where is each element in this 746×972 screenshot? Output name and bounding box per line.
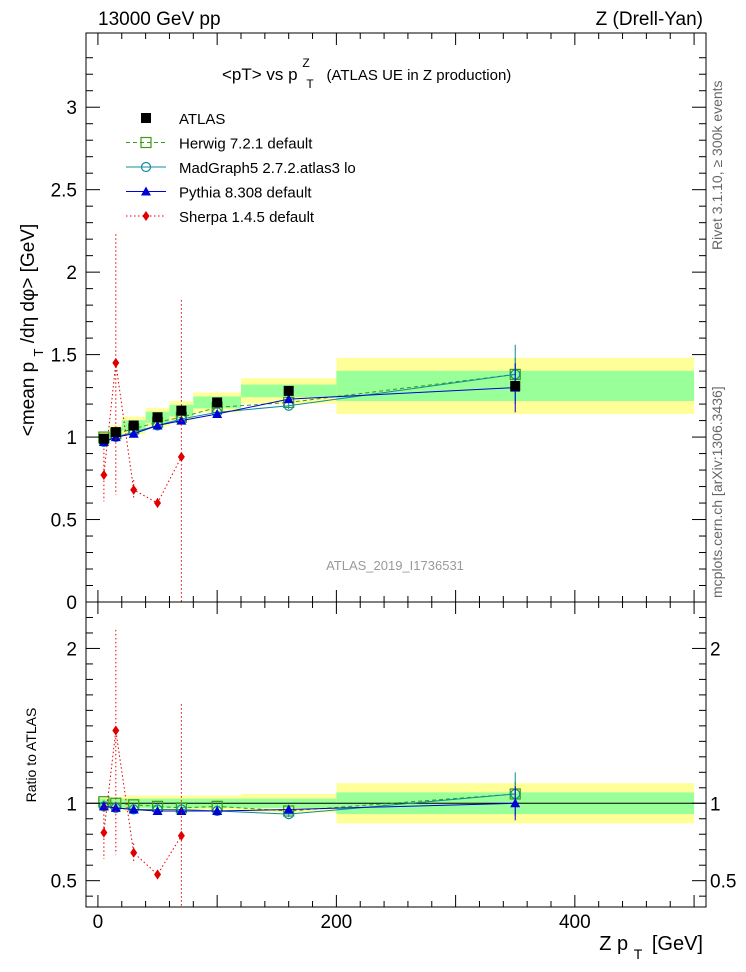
marker-filled-diamond bbox=[100, 827, 108, 838]
marker-filled-diamond bbox=[177, 451, 185, 462]
y-tick-label: 1 bbox=[66, 428, 77, 449]
ratio-frame bbox=[85, 601, 707, 908]
marker-filled-triangle bbox=[128, 804, 139, 814]
marker-filled-triangle bbox=[152, 420, 163, 430]
marker-filled-square bbox=[141, 113, 151, 123]
series-layer bbox=[98, 234, 521, 907]
axis-ticks: 0 200 400 0 0.5 1 1.5 2 2.5 3 0.5 0.5 1 1 2 2 bbox=[51, 33, 736, 933]
marker-filled-square bbox=[510, 380, 521, 391]
marker-filled-square bbox=[283, 385, 294, 396]
title-sub: T bbox=[306, 77, 314, 91]
ratio-tick-label-right: 0.5 bbox=[710, 872, 736, 893]
y-tick-label: 1.5 bbox=[51, 346, 77, 367]
header-right: Z (Drell-Yan) bbox=[596, 9, 703, 30]
marker-filled-square bbox=[128, 420, 139, 431]
legend-entry: Pythia 8.308 default bbox=[126, 185, 312, 202]
x-tick-label: 200 bbox=[321, 912, 353, 933]
legend-entry: ATLAS bbox=[141, 111, 225, 128]
marker-filled-triangle bbox=[176, 415, 187, 425]
marker-filled-diamond bbox=[142, 211, 150, 221]
chart-title: <pT> vs p Z T (ATLAS UE in Z production) bbox=[222, 52, 511, 92]
y-tick-label: 0.5 bbox=[51, 511, 77, 532]
marker-filled-diamond bbox=[112, 725, 120, 736]
marker-filled-square bbox=[98, 433, 109, 444]
ratio-tick-label-right: 2 bbox=[710, 639, 721, 660]
marker-filled-triangle bbox=[283, 394, 294, 404]
xlabel-main: Z p bbox=[599, 933, 628, 955]
marker-filled-triangle bbox=[152, 806, 163, 816]
legend-entry: MadGraph5 2.7.2.atlas3 lo bbox=[126, 160, 356, 177]
legend: ATLAS Herwig 7.2.1 default MadGraph5 2.7.2… bbox=[126, 111, 356, 226]
series-3 bbox=[100, 234, 185, 907]
marker-open-square bbox=[140, 136, 152, 149]
series-2 bbox=[98, 362, 521, 821]
y-axis-label: <mean p T /dη dφ> [GeV] bbox=[18, 224, 48, 437]
ratio-tick-label: 1 bbox=[66, 794, 77, 815]
marker-filled-diamond bbox=[130, 484, 138, 495]
legend-label: Pythia 8.308 default bbox=[179, 185, 312, 202]
header-left: 13000 GeV pp bbox=[98, 9, 221, 30]
marker-filled-triangle bbox=[128, 428, 139, 438]
x-tick-label: 0 bbox=[93, 912, 104, 933]
legend-label: MadGraph5 2.7.2.atlas3 lo bbox=[179, 160, 356, 177]
legend-label: ATLAS bbox=[179, 111, 225, 128]
marker-open-circle bbox=[140, 161, 152, 173]
data-points bbox=[98, 380, 521, 444]
xlabel-unit: [GeV] bbox=[652, 933, 703, 955]
series-line-ratio bbox=[103, 730, 182, 876]
ratio-tick-label: 0.5 bbox=[51, 872, 77, 893]
marker-filled-triangle bbox=[283, 804, 294, 814]
x-axis-label: Z p T [GeV] bbox=[599, 933, 703, 964]
legend-entry: Sherpa 1.4.5 default bbox=[126, 209, 315, 226]
marker-filled-triangle bbox=[176, 806, 187, 816]
ylabel-rest: /dη dφ> [GeV] bbox=[18, 224, 39, 344]
marker-filled-triangle bbox=[110, 802, 121, 812]
marker-filled-diamond bbox=[177, 830, 185, 841]
marker-filled-diamond bbox=[154, 869, 162, 880]
legend-label: Sherpa 1.4.5 default bbox=[179, 209, 315, 226]
marker-filled-diamond bbox=[154, 498, 162, 509]
title-sup: Z bbox=[302, 56, 309, 70]
analysis-label: ATLAS_2019_I1736531 bbox=[326, 558, 464, 573]
legend-label: Herwig 7.2.1 default bbox=[179, 136, 313, 153]
y-tick-label: 2.5 bbox=[51, 181, 77, 202]
marker-filled-square bbox=[212, 397, 223, 408]
mcplots-label: mcplots.cern.ch [arXiv:1306.3436] bbox=[709, 386, 725, 598]
y-tick-label: 0 bbox=[66, 593, 77, 614]
title-rest: (ATLAS UE in Z production) bbox=[327, 67, 512, 84]
series-line-ratio bbox=[103, 793, 516, 812]
ylabel-sub: T bbox=[31, 349, 46, 357]
legend-entry: Herwig 7.2.1 default bbox=[126, 136, 313, 153]
series-line-ratio bbox=[103, 802, 516, 812]
ratio-axis-label: Ratio to ATLAS bbox=[23, 708, 39, 803]
marker-filled-diamond bbox=[130, 847, 138, 858]
marker-filled-diamond bbox=[100, 470, 108, 481]
y-tick-label: 2 bbox=[66, 263, 77, 284]
y-tick-label: 3 bbox=[66, 98, 77, 119]
marker-filled-square bbox=[176, 405, 187, 416]
title-main: <pT> vs p bbox=[222, 65, 298, 84]
marker-filled-triangle bbox=[141, 186, 151, 196]
marker-filled-triangle bbox=[510, 798, 521, 808]
x-tick-label: 400 bbox=[559, 912, 591, 933]
marker-filled-diamond bbox=[112, 357, 120, 368]
rivet-label: Rivet 3.1.10, ≥ 300k events bbox=[709, 80, 725, 250]
ylabel-main: <mean p bbox=[18, 362, 39, 436]
upper-panel-bands bbox=[97, 357, 695, 446]
marker-filled-square bbox=[110, 427, 121, 438]
xlabel-sub: T bbox=[634, 946, 643, 962]
marker-filled-triangle bbox=[212, 408, 223, 418]
ratio-tick-label: 2 bbox=[66, 639, 77, 660]
marker-filled-square bbox=[152, 412, 163, 423]
ratio-tick-label-right: 1 bbox=[710, 794, 721, 815]
marker-filled-triangle bbox=[212, 806, 223, 816]
